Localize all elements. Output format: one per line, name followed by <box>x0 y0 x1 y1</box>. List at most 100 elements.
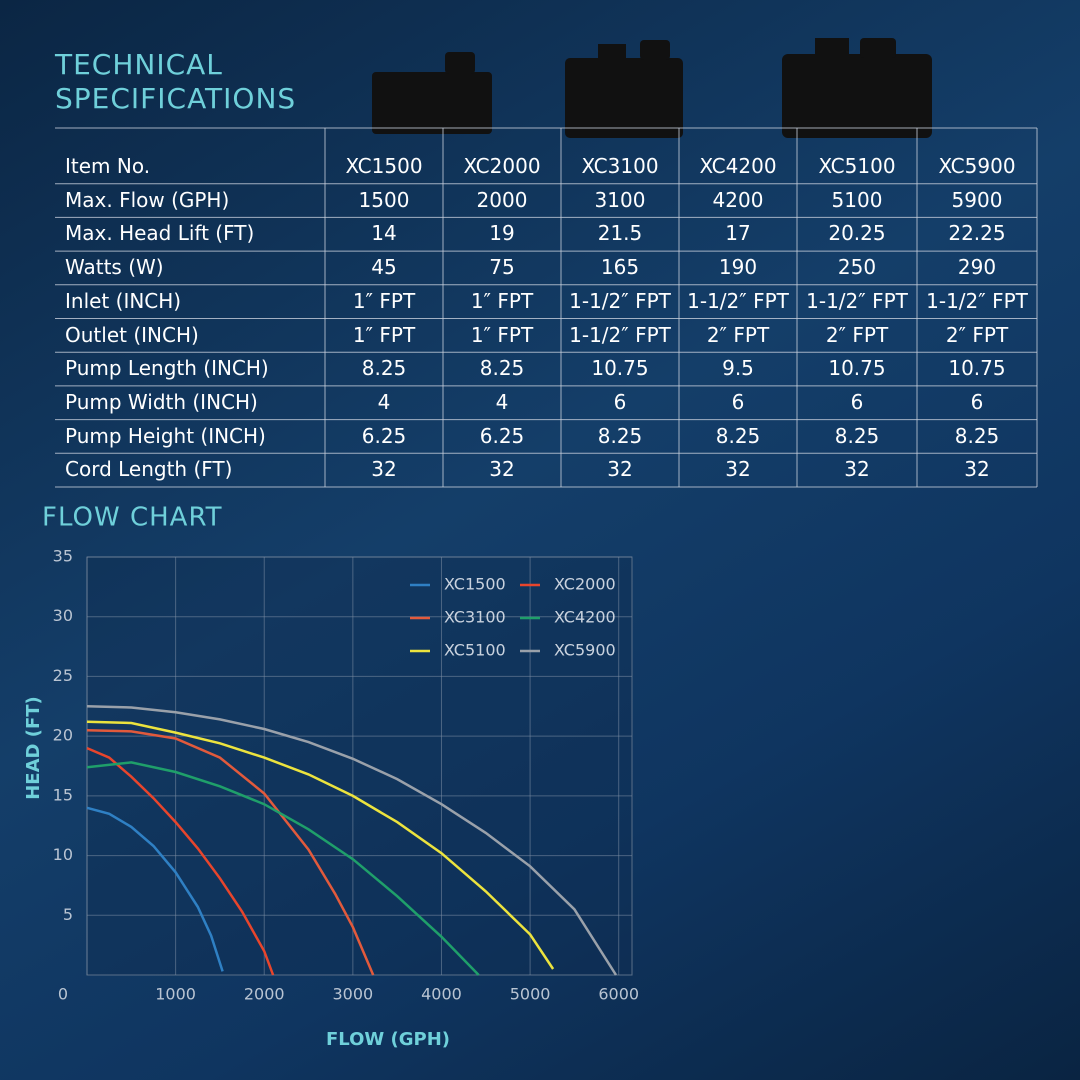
table-cell: 2″ FPT <box>825 322 889 347</box>
table-cell: 8.25 <box>479 356 525 381</box>
x-axis-label: FLOW (GPH) <box>326 1029 450 1050</box>
table-cell: 8.25 <box>361 356 407 381</box>
y-tick-label: 25 <box>53 666 73 685</box>
x-tick-label: 4000 <box>421 985 462 1004</box>
pump-image <box>565 58 683 138</box>
x-tick-label: 6000 <box>598 985 639 1004</box>
table-cell: 32 <box>371 457 397 482</box>
row-label: Item No. <box>65 154 151 178</box>
row-label: Max. Head Lift (FT) <box>65 221 255 246</box>
table-cell: 6.25 <box>361 423 407 448</box>
plot-area <box>86 556 633 976</box>
row-label: Pump Length (INCH) <box>65 356 269 381</box>
table-cell: 2″ FPT <box>945 322 1009 347</box>
table-cell: XC5100 <box>818 154 896 178</box>
table-cell: 2″ FPT <box>706 322 770 347</box>
table-cell: 250 <box>837 255 877 280</box>
row-label: Max. Flow (GPH) <box>65 187 230 212</box>
table-cell: 1″ FPT <box>470 322 534 347</box>
x-tick-label: 1000 <box>155 985 196 1004</box>
table-cell: 19 <box>489 221 515 246</box>
table-cell: 10.75 <box>591 356 649 381</box>
y-tick-label: 5 <box>63 905 73 924</box>
legend-label: XC3100 <box>444 608 506 627</box>
x-tick-label: 2000 <box>244 985 285 1004</box>
table-cell: 32 <box>489 457 515 482</box>
series-line <box>86 746 275 976</box>
pump-image <box>372 72 492 134</box>
table-cell: 1-1/2″ FPT <box>569 322 671 347</box>
table-cell: 22.25 <box>948 221 1006 246</box>
table-cell: XC4200 <box>699 154 777 178</box>
table-cell: 6 <box>613 389 627 414</box>
table-cell: 10.75 <box>948 356 1006 381</box>
table-cell: 8.25 <box>597 423 643 448</box>
pump-image <box>815 38 849 58</box>
legend-label: XC5900 <box>554 641 616 660</box>
table-cell: 8.25 <box>715 423 761 448</box>
spec-title-1: TECHNICAL <box>55 48 223 81</box>
legend-label: XC5100 <box>444 641 506 660</box>
legend-label: XC1500 <box>444 575 506 594</box>
table-cell: 6 <box>970 389 984 414</box>
x-tick-label: 0 <box>58 985 68 1004</box>
row-label: Outlet (INCH) <box>65 322 199 347</box>
y-tick-label: 35 <box>53 547 73 566</box>
y-tick-label: 30 <box>53 606 73 625</box>
row-label: Cord Length (FT) <box>65 457 233 482</box>
table-cell: 3100 <box>594 187 646 212</box>
pump-image <box>860 38 896 58</box>
table-cell: 45 <box>371 255 397 280</box>
x-tick-label: 5000 <box>510 985 551 1004</box>
table-cell: 1-1/2″ FPT <box>569 288 671 313</box>
row-label: Inlet (INCH) <box>65 288 182 313</box>
legend-label: XC2000 <box>554 575 616 594</box>
table-cell: 75 <box>489 255 515 280</box>
pump-image <box>782 54 932 138</box>
pump-images <box>372 38 932 138</box>
table-cell: 4 <box>377 389 391 414</box>
series-line <box>86 728 375 976</box>
table-cell: XC5900 <box>938 154 1016 178</box>
pump-image <box>445 52 475 74</box>
chart-title: FLOW CHART <box>42 503 223 533</box>
y-tick-label: 10 <box>53 845 73 864</box>
series-line <box>86 705 618 976</box>
row-label: Watts (W) <box>65 255 164 280</box>
table-cell: 1-1/2″ FPT <box>687 288 789 313</box>
y-tick-label: 20 <box>53 726 73 745</box>
table-cell: 2000 <box>476 187 528 212</box>
table-cell: 10.75 <box>828 356 886 381</box>
series-line <box>86 761 480 976</box>
table-cell: 32 <box>725 457 751 482</box>
table-cell: 165 <box>600 255 640 280</box>
table-cell: 4200 <box>712 187 764 212</box>
table-cell: 1″ FPT <box>352 322 416 347</box>
table-cell: 6 <box>850 389 864 414</box>
series-line <box>86 806 224 972</box>
table-cell: 4 <box>495 389 509 414</box>
table-cell: 32 <box>964 457 990 482</box>
table-cell: 1500 <box>358 187 410 212</box>
y-axis-label: HEAD (FT) <box>23 696 44 800</box>
table-cell: 32 <box>607 457 633 482</box>
legend-label: XC4200 <box>554 608 616 627</box>
series-line <box>86 720 555 970</box>
table-cell: 1″ FPT <box>470 288 534 313</box>
table-cell: 20.25 <box>828 221 886 246</box>
table-cell: 21.5 <box>597 221 643 246</box>
table-cell: 17 <box>725 221 751 246</box>
pump-image <box>598 44 626 62</box>
table-cell: XC2000 <box>463 154 541 178</box>
table-cell: 5100 <box>831 187 883 212</box>
table-cell: 32 <box>844 457 870 482</box>
table-cell: XC3100 <box>581 154 659 178</box>
table-cell: 8.25 <box>834 423 880 448</box>
table-cell: 14 <box>371 221 397 246</box>
table-cell: 5900 <box>951 187 1003 212</box>
spec-title-2: SPECIFICATIONS <box>55 82 297 115</box>
table-cell: 8.25 <box>954 423 1000 448</box>
y-tick-label: 15 <box>53 785 73 804</box>
